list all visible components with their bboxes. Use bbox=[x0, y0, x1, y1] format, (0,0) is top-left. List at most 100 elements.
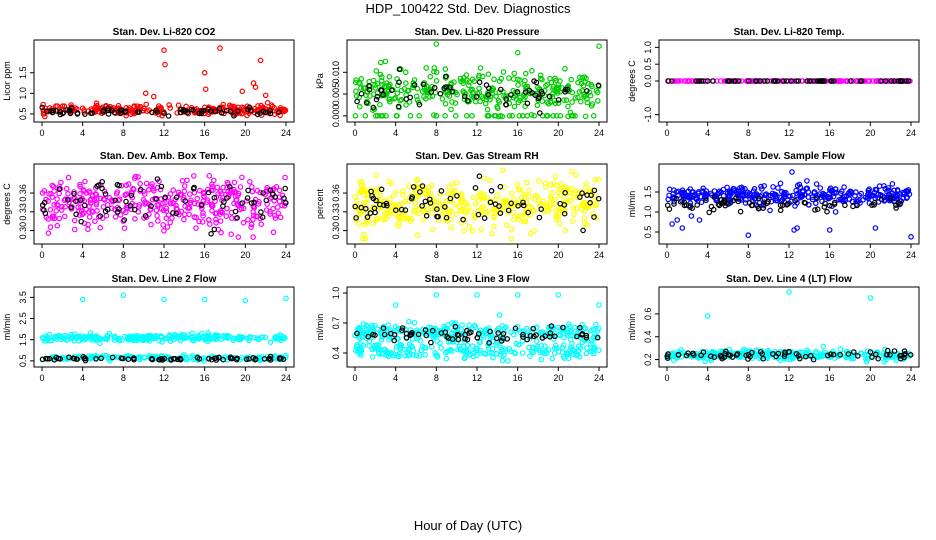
data-point-lower bbox=[416, 353, 423, 359]
data-point-main bbox=[213, 216, 219, 223]
data-point-main bbox=[179, 178, 186, 184]
data-point-main bbox=[516, 77, 523, 84]
data-point-lower bbox=[457, 346, 463, 352]
data-point-reference bbox=[703, 197, 709, 204]
data-point-main bbox=[559, 188, 565, 195]
data-point-main bbox=[218, 229, 224, 236]
data-point-main bbox=[399, 210, 406, 216]
y-tick-label: 0.30 bbox=[331, 222, 341, 240]
data-point-main bbox=[148, 221, 154, 228]
data-point-outlier bbox=[688, 213, 695, 219]
data-point-main bbox=[572, 187, 579, 194]
data-point-reference bbox=[97, 213, 104, 219]
data-point-main bbox=[838, 78, 845, 84]
data-point-reference bbox=[105, 107, 112, 114]
data-point-main bbox=[797, 184, 804, 191]
data-point-reference bbox=[698, 78, 705, 84]
data-point-upper bbox=[94, 335, 100, 342]
data-point-main bbox=[547, 75, 553, 82]
data-point-lower bbox=[511, 349, 518, 356]
y-axis-label: ml/min bbox=[627, 191, 637, 218]
data-point-main bbox=[858, 190, 865, 197]
data-point-main bbox=[160, 207, 167, 214]
data-point-lower bbox=[201, 358, 207, 364]
data-point-main bbox=[442, 66, 449, 72]
x-tick-label: 20 bbox=[553, 250, 563, 260]
data-point-main bbox=[181, 216, 187, 223]
data-point-main bbox=[505, 209, 512, 216]
data-point-reference bbox=[282, 200, 289, 206]
data-point-main bbox=[881, 183, 887, 189]
data-point-upper bbox=[124, 334, 131, 341]
data-point-reference bbox=[198, 202, 205, 208]
data-point-main bbox=[429, 209, 436, 216]
y-tick-label: 0.36 bbox=[331, 184, 341, 202]
data-point-upper bbox=[538, 329, 544, 336]
data-point-reference bbox=[583, 88, 590, 94]
data-point-main bbox=[561, 97, 567, 103]
x-tick-label: 24 bbox=[594, 373, 604, 383]
data-point-main bbox=[219, 209, 226, 216]
data-point-main bbox=[386, 96, 393, 102]
data-point-reference bbox=[419, 183, 426, 189]
data-point-main bbox=[465, 204, 472, 211]
data-point-reference bbox=[715, 201, 722, 208]
data-point-main bbox=[584, 99, 591, 106]
data-point-lower bbox=[539, 349, 546, 356]
data-point-reference bbox=[774, 78, 781, 84]
data-point-reference bbox=[158, 183, 165, 190]
data-point-reference bbox=[263, 197, 270, 204]
data-point-upper bbox=[196, 336, 202, 342]
data-point-main bbox=[210, 187, 216, 194]
data-point-main bbox=[361, 200, 368, 206]
data-point-main bbox=[272, 215, 279, 222]
data-point-main bbox=[104, 202, 111, 208]
data-point-main bbox=[194, 195, 201, 202]
data-point-reference bbox=[828, 78, 834, 84]
x-tick-label: 16 bbox=[513, 373, 523, 383]
data-point-reference bbox=[722, 348, 729, 355]
data-point-main bbox=[529, 67, 535, 74]
data-point-main bbox=[569, 218, 576, 225]
data-point-lower bbox=[502, 346, 509, 352]
data-point-lower bbox=[477, 347, 484, 354]
data-point-upper bbox=[417, 337, 424, 344]
data-point-reference bbox=[814, 206, 821, 213]
data-point-reference bbox=[102, 208, 109, 215]
data-point-main bbox=[373, 68, 380, 74]
data-point-main bbox=[698, 199, 705, 206]
data-point-reference bbox=[514, 89, 521, 95]
data-point-upper bbox=[168, 335, 174, 342]
y-tick-label: -1.0 bbox=[643, 107, 653, 123]
data-point-reference bbox=[156, 356, 162, 363]
data-point-reference bbox=[266, 355, 272, 362]
data-point-main bbox=[543, 184, 549, 190]
data-point-main bbox=[432, 89, 439, 96]
data-point-main bbox=[552, 75, 558, 82]
data-point-main bbox=[876, 78, 882, 84]
data-point-reference bbox=[43, 355, 49, 362]
data-point-main bbox=[727, 197, 734, 203]
panel-title: Stan. Dev. Gas Stream RH bbox=[415, 151, 538, 162]
data-point-main bbox=[413, 93, 420, 100]
data-point-main bbox=[804, 347, 810, 354]
data-point-main bbox=[167, 191, 174, 197]
data-point-main bbox=[871, 189, 878, 196]
data-point-lower bbox=[464, 342, 471, 349]
data-point-zero bbox=[463, 113, 470, 119]
data-point-reference bbox=[755, 195, 762, 202]
data-point-upper bbox=[565, 332, 572, 339]
data-point-main bbox=[137, 181, 144, 187]
data-point-main bbox=[93, 107, 100, 113]
data-point-main bbox=[515, 213, 522, 220]
data-point-reference bbox=[354, 330, 360, 337]
data-point-reference bbox=[131, 206, 138, 213]
y-tick-label: 0.010 bbox=[331, 61, 341, 84]
data-point-reference bbox=[149, 109, 155, 116]
data-point-lower bbox=[564, 351, 571, 358]
data-point-reference bbox=[409, 194, 416, 200]
data-point-main bbox=[49, 182, 56, 189]
data-point-main bbox=[370, 204, 377, 210]
data-point-upper bbox=[533, 338, 540, 345]
data-point-reference bbox=[442, 73, 449, 80]
